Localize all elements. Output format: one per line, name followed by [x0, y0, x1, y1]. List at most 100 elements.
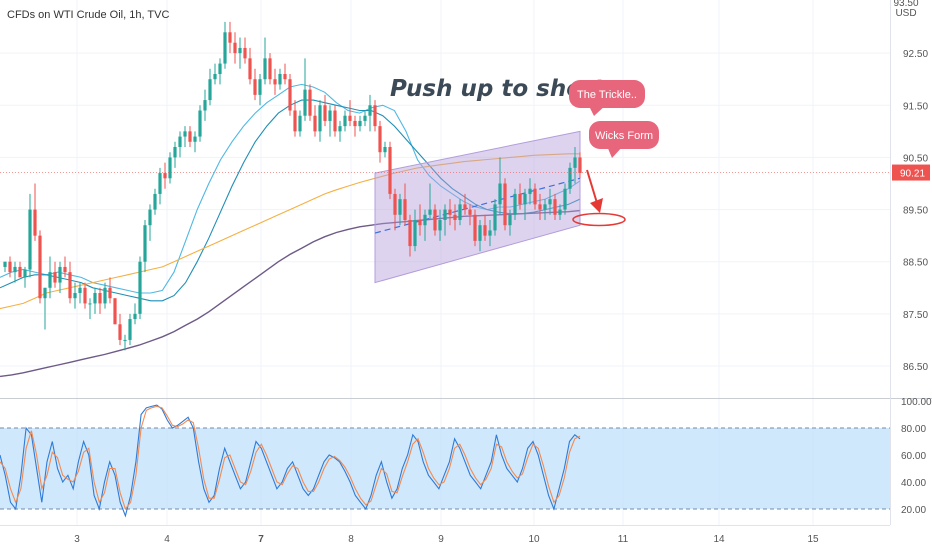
candle-body [28, 209, 32, 270]
candle [233, 32, 237, 64]
oscillator-tick-label: 60.00 [901, 451, 926, 462]
candle [263, 37, 267, 85]
candle-body [118, 324, 122, 340]
candle-body [573, 157, 577, 168]
price-axis-top-label: 93.50 [893, 0, 918, 9]
candle-body [138, 261, 142, 314]
candle [63, 256, 67, 278]
candle [458, 199, 462, 226]
candle-body [388, 147, 392, 194]
candle-body [363, 115, 367, 121]
candle-body [413, 220, 417, 247]
price-axis-currency: USD [895, 8, 916, 19]
candle [148, 204, 152, 241]
candle [398, 193, 402, 226]
candle-body [248, 58, 252, 80]
candle-body [193, 136, 197, 142]
candle-body [68, 272, 72, 299]
candle-body [238, 47, 242, 54]
candle [98, 287, 102, 314]
candle-body [323, 105, 327, 121]
oscillator-axis[interactable]: 100.00 80.00 60.00 40.00 20.00 [901, 397, 932, 516]
chart-title: CFDs on WTI Crude Oil, 1h, TVC [7, 9, 169, 21]
candle-body [233, 42, 237, 54]
candle-body [123, 339, 127, 341]
candle [483, 214, 487, 241]
candle [453, 204, 457, 231]
candle [403, 183, 407, 226]
candle-body [538, 204, 542, 210]
time-tick-label: 8 [348, 534, 354, 545]
candle-body [348, 115, 352, 121]
candle-body [48, 272, 52, 288]
candle [48, 256, 52, 299]
time-axis[interactable]: 3 4 7 8 9 10 11 14 15 [74, 534, 819, 545]
candle-body [298, 115, 302, 132]
candle [143, 220, 147, 273]
candle-body [313, 115, 317, 132]
candle-body [458, 204, 462, 220]
candle [203, 89, 207, 121]
candle-body [433, 209, 437, 231]
candle [463, 193, 467, 215]
candle [533, 183, 537, 210]
candle [373, 100, 377, 132]
candle [68, 261, 72, 304]
candle [378, 120, 382, 163]
candle-body [418, 220, 422, 226]
candle-body [178, 136, 182, 147]
candle [198, 105, 202, 142]
candle [283, 63, 287, 85]
candle [218, 58, 222, 85]
candle [273, 68, 277, 95]
annotation-bubble: The Trickle.. [569, 80, 645, 116]
candle [383, 141, 387, 158]
candle [543, 199, 547, 220]
candle [163, 162, 167, 189]
candle [563, 183, 567, 215]
candle [293, 100, 297, 137]
candle [53, 261, 57, 288]
time-tick-label: 10 [528, 534, 540, 545]
candle-body [243, 47, 247, 59]
candle-body [543, 204, 547, 210]
candle-body [188, 131, 192, 142]
candle-body [408, 220, 412, 247]
stochastic-oscillator[interactable] [0, 404, 890, 518]
candle [78, 282, 82, 304]
candle-body [438, 220, 442, 231]
candle-body [198, 110, 202, 137]
candle-body [23, 269, 27, 278]
candle [323, 94, 327, 127]
oscillator-tick-label: 100.00 [901, 397, 932, 408]
candle [168, 152, 172, 184]
candle-body [98, 293, 102, 304]
candle-body [343, 115, 347, 127]
candle [118, 313, 122, 346]
bubble-body [589, 121, 659, 149]
candle [208, 68, 212, 106]
candlesticks [3, 21, 582, 351]
candle-body [488, 230, 492, 236]
candle-body [33, 209, 37, 236]
time-tick-label: 11 [618, 534, 629, 545]
oscillator-band [0, 428, 890, 509]
candle [308, 84, 312, 121]
candle-body [203, 100, 207, 111]
candle-body [503, 183, 507, 226]
candle [448, 199, 452, 226]
candle-body [403, 199, 407, 220]
candle-body [288, 79, 292, 111]
candle [538, 193, 542, 220]
candle [443, 204, 447, 236]
candle-body [183, 131, 187, 137]
time-tick-label: 15 [807, 534, 819, 545]
price-tick-label: 86.50 [903, 362, 928, 373]
candle [58, 261, 62, 293]
arrow-head [590, 198, 603, 213]
candle-body [443, 209, 447, 220]
candle [568, 162, 572, 194]
candle-body [523, 193, 527, 205]
